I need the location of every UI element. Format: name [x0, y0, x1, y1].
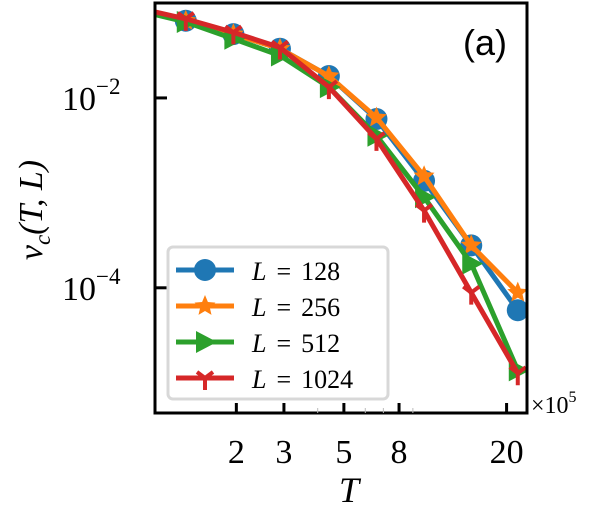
data-point	[224, 24, 243, 45]
legend-label: L = 128	[251, 257, 340, 286]
legend-item-512: L = 512	[176, 329, 340, 358]
data-point	[130, 0, 151, 22]
data-point	[367, 131, 386, 151]
data-point	[508, 365, 527, 386]
data-point	[414, 203, 434, 223]
data-point	[506, 299, 527, 322]
svg-text:10−2: 10−2	[62, 74, 120, 118]
legend-marker	[194, 295, 216, 315]
data-point	[462, 252, 484, 275]
data-point	[366, 106, 387, 127]
data-point	[413, 165, 435, 186]
x-tick-label-4: 20	[490, 434, 524, 471]
legend-marker	[194, 259, 216, 281]
x-multiplier: ×105	[531, 389, 577, 419]
panel-label: (a)	[463, 22, 507, 63]
plot-frame	[153, 1, 529, 415]
x-tick-label-3: 8	[391, 434, 408, 471]
legend-label: L = 512	[251, 329, 340, 358]
data-point	[460, 234, 482, 255]
y-tick-label-0: 10−2	[62, 74, 120, 118]
data-point	[270, 39, 290, 60]
x-tick-label-0: 2	[228, 434, 245, 471]
y-axis-label: vc(T, L)	[13, 160, 55, 260]
data-point	[128, 0, 150, 21]
legend-item-256: L = 256	[176, 293, 340, 322]
data-point	[507, 281, 527, 302]
svg-text:10−4: 10−4	[62, 264, 121, 308]
legend-frame	[166, 245, 390, 401]
legend-marker	[195, 370, 215, 390]
series-1024	[131, 2, 527, 386]
legend: L = 128 L = 256 L = 512 L = 1024	[166, 245, 390, 401]
x-tick-label-2: 5	[335, 434, 352, 471]
legend-item-1024: L = 1024	[176, 365, 353, 394]
x-tick-label-1: 3	[275, 434, 292, 471]
data-point	[319, 79, 339, 100]
legend-marker	[196, 331, 217, 353]
x-axis-label: T	[339, 470, 362, 509]
data-point	[131, 2, 147, 20]
data-point	[462, 285, 481, 305]
legend-label: L = 1024	[251, 365, 353, 394]
legend-item-128: L = 128	[176, 257, 340, 286]
legend-label: L = 256	[251, 293, 340, 322]
ticks-layer: 2 3 5 8 20	[155, 96, 524, 471]
data-point	[128, 0, 149, 19]
series-layer	[128, 0, 527, 386]
y-tick-label-1: 10−4	[62, 264, 121, 308]
data-point	[176, 11, 195, 31]
